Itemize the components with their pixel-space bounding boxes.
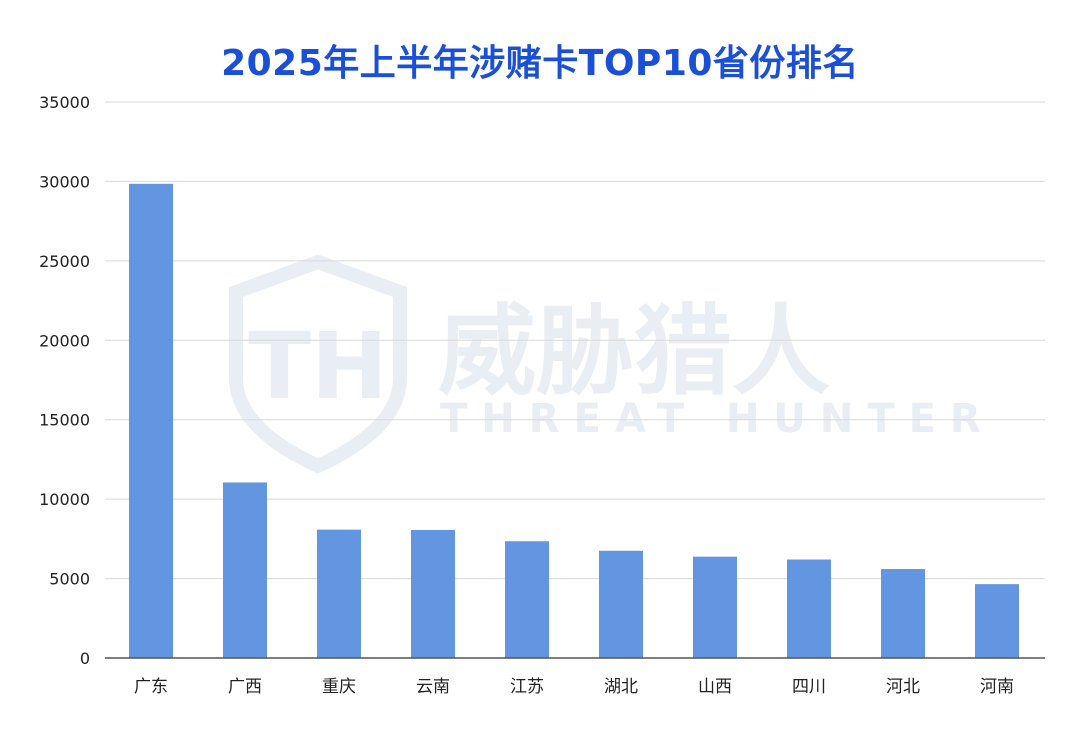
bar-4 xyxy=(505,541,549,658)
x-category-label: 湖北 xyxy=(604,677,638,697)
y-tick-label: 35000 xyxy=(39,93,90,112)
x-axis-category-labels: 广东 广西 重庆 云南 江苏 湖北 山西 四川 河北 河南 xyxy=(134,677,1014,697)
bar-3 xyxy=(411,529,455,658)
bar-1 xyxy=(223,482,267,658)
x-category-label: 河南 xyxy=(980,677,1014,697)
y-tick-label: 25000 xyxy=(39,252,90,271)
x-category-label: 四川 xyxy=(792,677,826,697)
bar-0 xyxy=(129,183,173,658)
bar-9 xyxy=(975,584,1019,658)
shield-logo-icon xyxy=(229,254,407,474)
y-axis-tick-labels: 0 5000 10000 15000 20000 25000 30000 35000 xyxy=(39,93,90,668)
bars xyxy=(129,183,1019,658)
bar-6 xyxy=(693,556,737,658)
y-tick-label: 0 xyxy=(80,649,90,668)
bar-7 xyxy=(787,559,831,658)
watermark-subtitle: THREAT HUNTER xyxy=(440,396,995,442)
x-category-label: 河北 xyxy=(886,677,920,697)
bar-2 xyxy=(317,529,361,658)
y-tick-label: 5000 xyxy=(49,570,90,589)
x-category-label: 广东 xyxy=(134,677,168,697)
chart-title: 2025年上半年涉赌卡TOP10省份排名 xyxy=(221,43,859,84)
y-tick-label: 30000 xyxy=(39,172,90,191)
x-category-label: 重庆 xyxy=(322,677,356,697)
x-category-label: 云南 xyxy=(416,677,450,697)
bar-5 xyxy=(599,550,643,658)
x-category-label: 江苏 xyxy=(510,677,544,697)
watermark-name: 威胁猎人 xyxy=(438,295,830,409)
x-category-label: 广西 xyxy=(228,677,262,697)
bar-8 xyxy=(881,569,925,658)
watermark-logo-letters: TH xyxy=(248,313,388,420)
x-category-label: 山西 xyxy=(698,677,732,697)
y-tick-label: 20000 xyxy=(39,331,90,350)
y-tick-label: 15000 xyxy=(39,411,90,430)
y-tick-label: 10000 xyxy=(39,490,90,509)
watermark: TH 威胁猎人 THREAT HUNTER xyxy=(229,254,995,474)
